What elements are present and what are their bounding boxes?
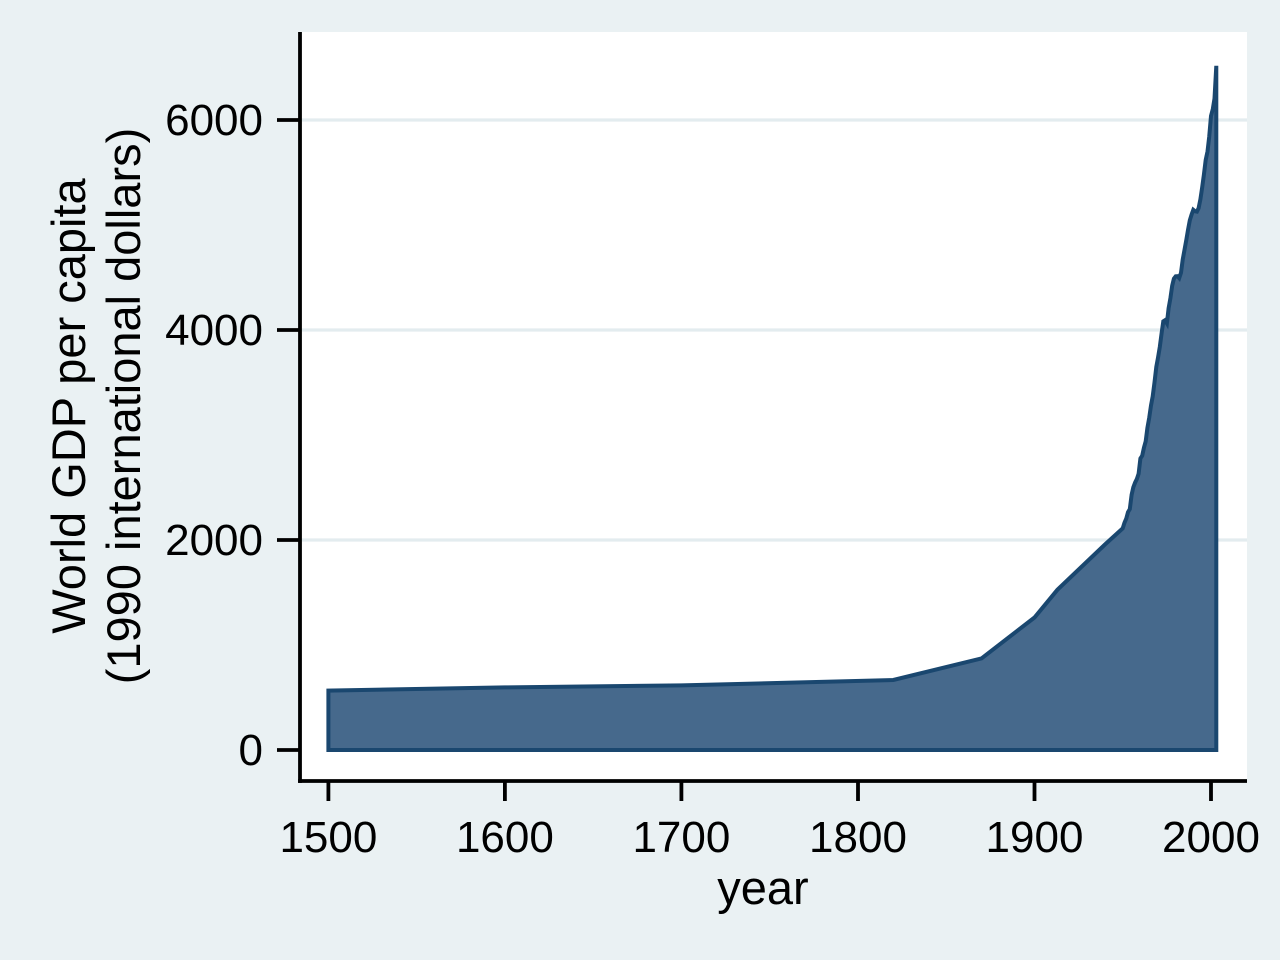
y-tick-label-4000: 4000 (165, 306, 263, 355)
gdp-area-series (326, 65, 1219, 752)
x-tick-label-2000: 2000 (1162, 813, 1260, 862)
y-tick-label-2000: 2000 (165, 516, 263, 565)
x-tick-label-1900: 1900 (986, 813, 1084, 862)
x-axis-title: year (717, 861, 809, 914)
y-axis-title-line1: World GDP per capita (42, 178, 95, 634)
x-tick-label-1800: 1800 (809, 813, 907, 862)
x-tick-label-1700: 1700 (632, 813, 730, 862)
x-tick-label-1500: 1500 (279, 813, 377, 862)
x-tick-label-1600: 1600 (456, 813, 554, 862)
y-axis-title-line2: (1990 international dollars) (97, 127, 150, 685)
y-axis-title: World GDP per capita (1990 international… (41, 128, 151, 685)
y-tick-label-6000: 6000 (165, 96, 263, 145)
y-tick-label-0: 0 (239, 726, 263, 775)
